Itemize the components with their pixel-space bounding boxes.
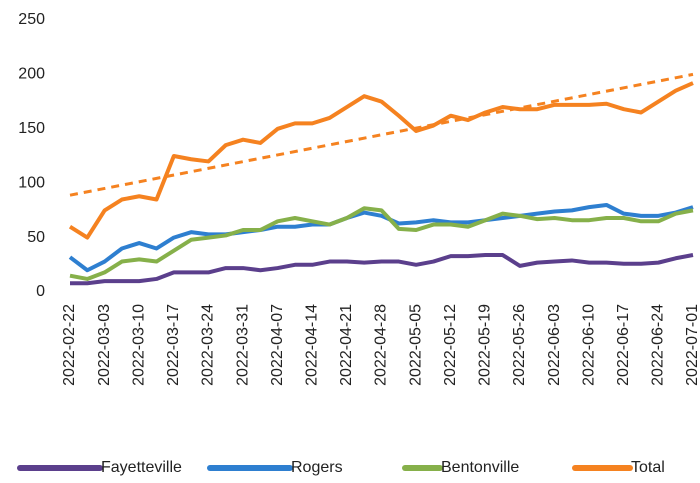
x-tick-label: 2022-05-05 [407, 304, 424, 386]
x-tick-label: 2022-04-28 [373, 304, 390, 386]
x-tick-label: 2022-03-24 [200, 304, 217, 386]
trend-line [69, 72, 694, 197]
x-tick-label: 2022-03-03 [96, 304, 113, 386]
x-tick-label: 2022-03-10 [130, 304, 147, 386]
legend-label: Total [631, 459, 665, 476]
legend-label: Rogers [291, 459, 343, 476]
x-tick-label: 2022-04-07 [269, 304, 286, 386]
x-tick-label: 2022-02-22 [61, 304, 78, 386]
series-line [70, 253, 694, 286]
x-tick-label: 2022-05-26 [511, 304, 528, 386]
x-tick-label: 2022-03-17 [165, 304, 182, 386]
x-tick-label: 2022-07-01 [684, 304, 700, 386]
y-tick-label: 150 [18, 120, 45, 137]
x-tick-label: 2022-04-21 [338, 304, 355, 386]
x-tick-label: 2022-05-19 [477, 304, 494, 386]
x-tick-label: 2022-03-31 [234, 304, 251, 386]
y-tick-label: 0 [36, 283, 45, 300]
x-tick-label: 2022-04-14 [303, 304, 320, 386]
x-tick-label: 2022-06-10 [580, 304, 597, 386]
series-line [69, 206, 694, 281]
y-tick-label: 50 [27, 229, 45, 246]
x-tick-label: 2022-06-24 [650, 304, 667, 386]
series-line [68, 202, 694, 273]
x-tick-label: 2022-06-17 [615, 304, 632, 386]
y-tick-label: 250 [18, 11, 45, 28]
legend-label: Fayetteville [101, 459, 182, 476]
x-tick-label: 2022-06-03 [546, 304, 563, 386]
series-line [68, 81, 694, 240]
legend-label: Bentonville [441, 459, 519, 476]
x-tick-label: 2022-05-12 [442, 304, 459, 386]
y-tick-label: 200 [18, 66, 45, 83]
y-tick-label: 100 [18, 174, 45, 191]
